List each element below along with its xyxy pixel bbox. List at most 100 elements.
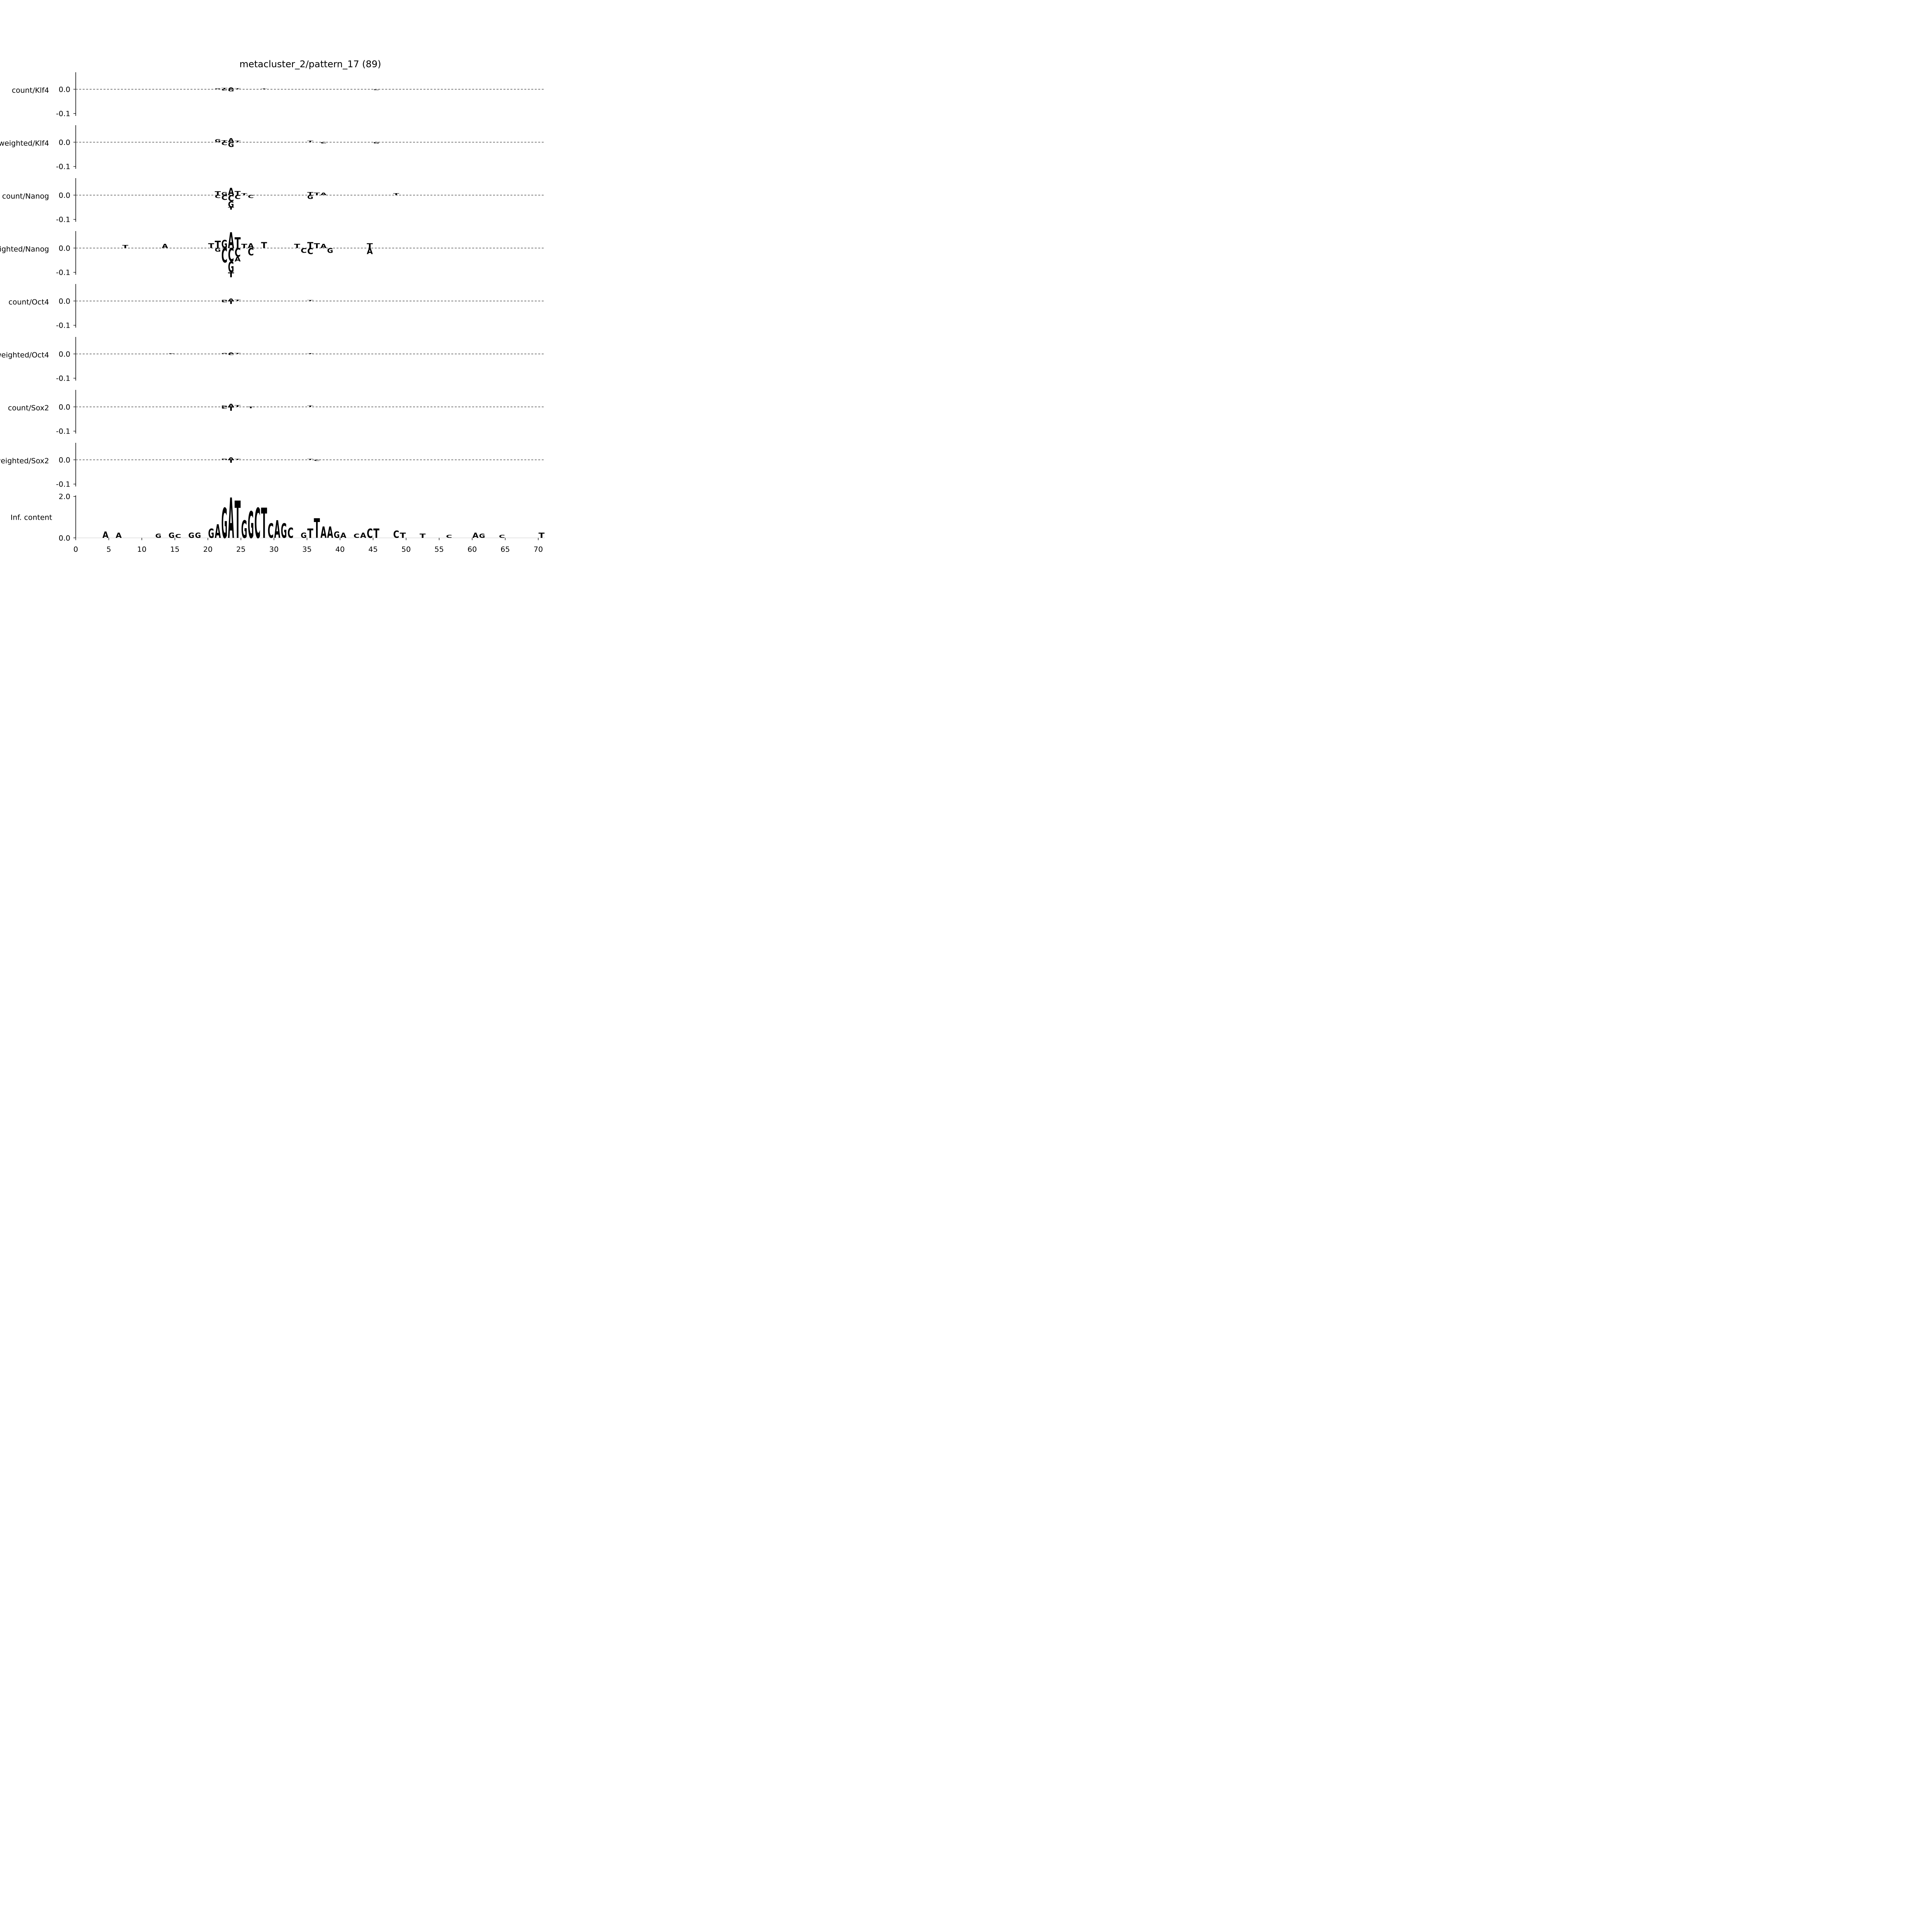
logo-letter-T: T bbox=[400, 531, 406, 540]
logo-letter-G: G bbox=[221, 500, 228, 548]
logo-letter-T: T bbox=[235, 299, 241, 301]
logo-letter-T: T bbox=[241, 243, 248, 250]
logo-letter-T: T bbox=[228, 459, 234, 464]
logo-letter-C: C bbox=[221, 141, 228, 146]
logo-letter-T: T bbox=[393, 193, 400, 196]
x-tick-label: 15 bbox=[170, 545, 179, 554]
logo-letter-T: T bbox=[294, 243, 301, 250]
logo-letter-A: A bbox=[228, 457, 234, 461]
logo-letter-G: G bbox=[301, 531, 307, 540]
logo-letter-C: C bbox=[221, 406, 228, 410]
logo-letter-A: A bbox=[215, 521, 221, 543]
figure-title: metacluster_2/pattern_17 (89) bbox=[240, 59, 381, 70]
y-tick-label: 0.0 bbox=[59, 350, 70, 359]
logo-letter-G: G bbox=[221, 191, 228, 196]
logo-letter-C: C bbox=[168, 353, 175, 354]
logo-letter-T: T bbox=[215, 240, 221, 251]
x-tick-label: 10 bbox=[137, 545, 146, 554]
y-tick-label: 0.0 bbox=[59, 456, 70, 464]
logo-letter-G: G bbox=[228, 88, 234, 92]
logo-letter-G: G bbox=[228, 200, 234, 209]
track-label: Inf. content bbox=[10, 513, 52, 522]
logo-letter-A: A bbox=[320, 523, 327, 542]
logo-letter-T: T bbox=[235, 88, 241, 90]
x-tick-label: 70 bbox=[534, 545, 543, 554]
y-tick-label: -0.1 bbox=[56, 374, 70, 383]
logo-letter-C: C bbox=[307, 247, 313, 256]
logo-letter-T: T bbox=[314, 242, 320, 250]
track-3: 0.0-0.1weighted/NanogTGATTATTGCCCCGTATTT… bbox=[0, 228, 545, 279]
logo-letter-C: C bbox=[373, 89, 379, 91]
logo-letter-T: T bbox=[235, 235, 241, 252]
logo-letter-A: A bbox=[228, 138, 235, 144]
logo-letter-T: T bbox=[221, 140, 228, 143]
logo-letter-A: A bbox=[102, 530, 109, 540]
logo-letter-T: T bbox=[122, 244, 128, 249]
logo-letter-G: G bbox=[208, 527, 214, 541]
y-tick-label: 0.0 bbox=[59, 244, 70, 253]
logo-letter-A: A bbox=[320, 243, 327, 250]
logo-letter-T: T bbox=[235, 491, 241, 550]
y-tick-label: 0.0 bbox=[59, 138, 70, 147]
logo-letter-C: C bbox=[228, 354, 234, 356]
logo-letter-T: T bbox=[248, 406, 254, 409]
logo-letter-C: C bbox=[393, 529, 399, 541]
y-tick-label: -0.1 bbox=[56, 321, 70, 330]
x-tick-label: 0 bbox=[73, 545, 78, 554]
logo-letter-G: G bbox=[307, 194, 313, 201]
logo-letter-A: A bbox=[162, 243, 168, 250]
y-tick-label: 0.0 bbox=[59, 85, 70, 94]
logo-letter-T: T bbox=[228, 406, 234, 412]
logo-letter-T: T bbox=[307, 353, 313, 354]
logo-letter-A: A bbox=[116, 531, 122, 540]
y-tick-label: -0.1 bbox=[56, 480, 70, 489]
x-tick-label: 35 bbox=[302, 545, 311, 554]
x-tick-label: 20 bbox=[203, 545, 213, 554]
logo-letter-G: G bbox=[215, 247, 221, 253]
logo-letter-A: A bbox=[360, 531, 366, 540]
y-tick-label: -0.1 bbox=[56, 216, 70, 224]
logo-letter-C: C bbox=[228, 194, 234, 203]
track-label: count/Sox2 bbox=[8, 404, 49, 412]
logo-letter-A: A bbox=[473, 531, 479, 540]
logo-letter-G: G bbox=[479, 533, 485, 539]
logo-letter-C: C bbox=[235, 246, 241, 260]
x-tick-label: 40 bbox=[335, 545, 345, 554]
logo-letter-T: T bbox=[307, 527, 313, 541]
x-tick-label: 60 bbox=[468, 545, 477, 554]
logo-letter-G: G bbox=[188, 531, 194, 540]
x-tick-label: 30 bbox=[269, 545, 279, 554]
logo-letter-G: G bbox=[221, 353, 228, 354]
logo-letter-G: G bbox=[215, 88, 221, 90]
logo-letter-T: T bbox=[307, 459, 313, 460]
logo-letter-C: C bbox=[221, 245, 228, 267]
y-tick-label: -0.1 bbox=[56, 427, 70, 436]
logo-letter-G: G bbox=[221, 405, 228, 407]
track-label: weighted/Nanog bbox=[0, 245, 49, 253]
logo-letter-G: G bbox=[248, 504, 254, 547]
logo-letter-G: G bbox=[334, 530, 340, 540]
logo-letter-C: C bbox=[287, 525, 294, 541]
logo-letter-A: A bbox=[320, 192, 327, 196]
logo-letter-A: A bbox=[327, 523, 333, 542]
logo-letter-T: T bbox=[314, 192, 320, 196]
x-tick-label: 45 bbox=[368, 545, 378, 554]
y-tick-label: 2.0 bbox=[59, 493, 70, 501]
logo-letter-T: T bbox=[314, 513, 320, 545]
logo-letter-C: C bbox=[248, 247, 254, 258]
y-tick-label: 0.0 bbox=[59, 534, 70, 543]
logo-letter-T: T bbox=[228, 207, 234, 211]
logo-letter-T: T bbox=[373, 527, 379, 541]
logo-letter-T: T bbox=[215, 190, 221, 196]
logo-letter-T: T bbox=[235, 459, 241, 460]
logo-letter-A: A bbox=[228, 87, 234, 90]
y-tick-label: 0.0 bbox=[59, 297, 70, 306]
logo-letter-C: C bbox=[221, 89, 228, 91]
logo-letter-G: G bbox=[155, 533, 162, 539]
